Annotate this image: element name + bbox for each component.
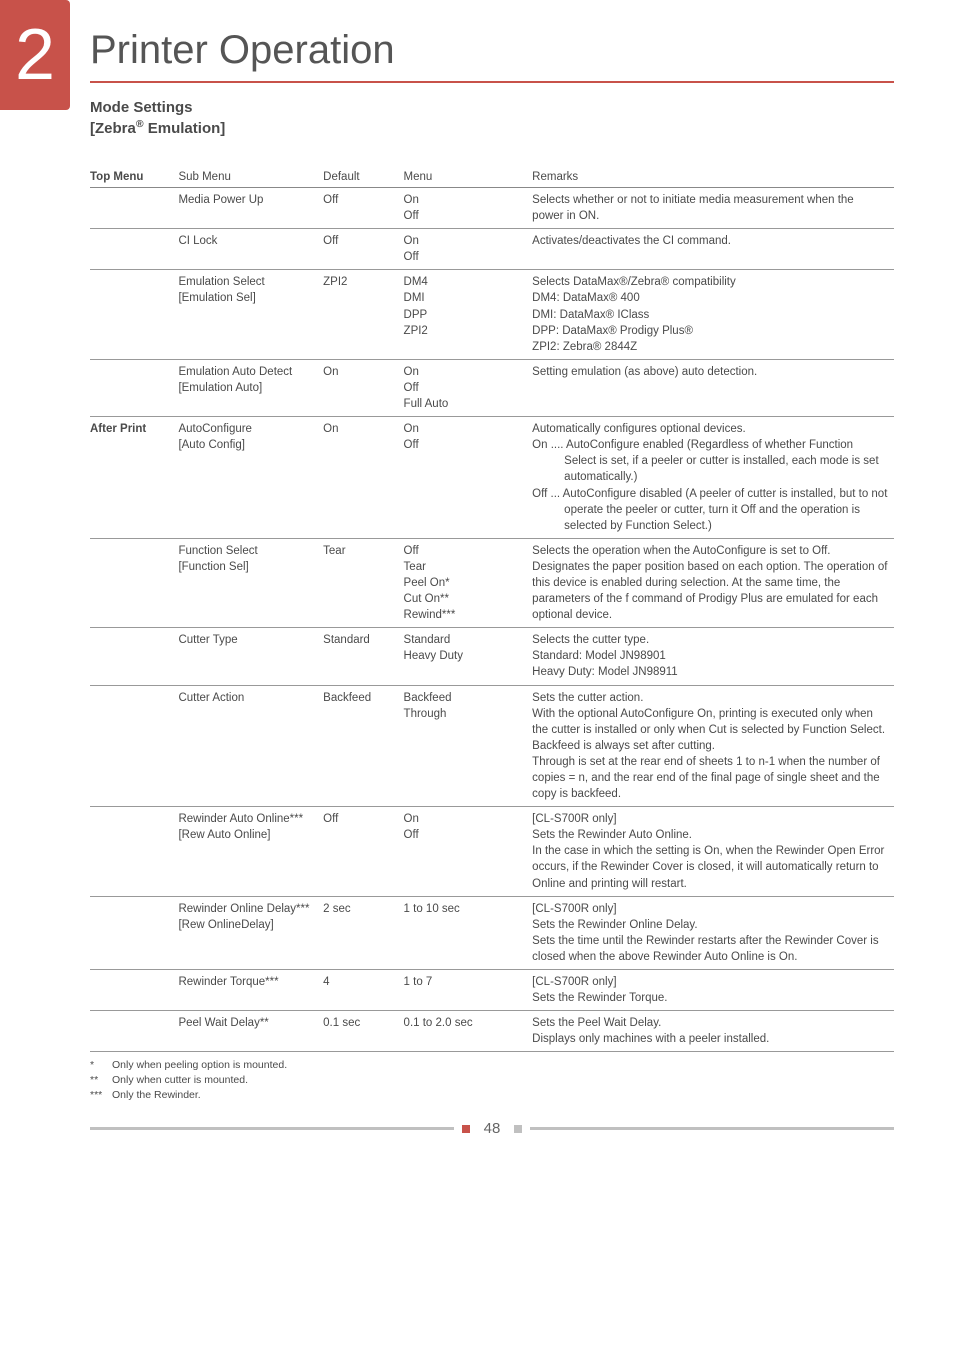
cell-sub-menu: Rewinder Online Delay***[Rew OnlineDelay… — [178, 896, 323, 969]
table-row: CI LockOffOnOffActivates/deactivates the… — [90, 229, 894, 270]
header-menu: Menu — [404, 167, 533, 188]
cell-top-menu — [90, 970, 178, 1011]
cell-menu: 1 to 7 — [404, 970, 533, 1011]
cell-menu: OnOff — [404, 229, 533, 270]
footnote-line: **Only when cutter is mounted. — [90, 1073, 894, 1088]
header-sub-menu: Sub Menu — [178, 167, 323, 188]
cell-remarks: Sets the Peel Wait Delay.Displays only m… — [532, 1011, 894, 1052]
table-row: Emulation Auto Detect[Emulation Auto]OnO… — [90, 359, 894, 416]
cell-menu: OnOff — [404, 417, 533, 539]
cell-remarks: Selects whether or not to initiate media… — [532, 188, 894, 229]
footnote-line: *Only when peeling option is mounted. — [90, 1058, 894, 1073]
cell-default: Backfeed — [323, 685, 403, 807]
cell-top-menu — [90, 807, 178, 896]
chapter-number-badge: 2 — [0, 0, 70, 110]
cell-menu: DM4DMIDPPZPI2 — [404, 270, 533, 359]
cell-menu: OnOff — [404, 188, 533, 229]
cell-default: Off — [323, 188, 403, 229]
cell-remarks: [CL-S700R only]Sets the Rewinder Torque. — [532, 970, 894, 1011]
header-top-menu: Top Menu — [90, 167, 178, 188]
cell-remarks: Sets the cutter action.With the optional… — [532, 685, 894, 807]
cell-default: Tear — [323, 538, 403, 627]
table-row: Peel Wait Delay**0.1 sec0.1 to 2.0 secSe… — [90, 1011, 894, 1052]
cell-remarks: [CL-S700R only]Sets the Rewinder Online … — [532, 896, 894, 969]
cell-menu: 0.1 to 2.0 sec — [404, 1011, 533, 1052]
cell-top-menu — [90, 188, 178, 229]
cell-remarks: Activates/deactivates the CI command. — [532, 229, 894, 270]
cell-default: On — [323, 359, 403, 416]
table-row: Rewinder Torque***41 to 7[CL-S700R only]… — [90, 970, 894, 1011]
cell-remarks: [CL-S700R only]Sets the Rewinder Auto On… — [532, 807, 894, 896]
cell-default: Off — [323, 807, 403, 896]
header-default: Default — [323, 167, 403, 188]
cell-menu: OnOff — [404, 807, 533, 896]
cell-remarks: Setting emulation (as above) auto detect… — [532, 359, 894, 416]
cell-sub-menu: Media Power Up — [178, 188, 323, 229]
cell-sub-menu: Cutter Action — [178, 685, 323, 807]
cell-top-menu — [90, 685, 178, 807]
cell-remarks: Selects DataMax®/Zebra® compatibilityDM4… — [532, 270, 894, 359]
cell-top-menu — [90, 538, 178, 627]
cell-remarks: Automatically configures optional device… — [532, 417, 894, 539]
table-row: Cutter ActionBackfeedBackfeedThroughSets… — [90, 685, 894, 807]
cell-top-menu: After Print — [90, 417, 178, 539]
header-remarks: Remarks — [532, 167, 894, 188]
section-title: Mode Settings — [90, 99, 894, 116]
cell-remarks: Selects the operation when the AutoConfi… — [532, 538, 894, 627]
cell-top-menu — [90, 359, 178, 416]
footnotes: *Only when peeling option is mounted.**O… — [90, 1058, 894, 1102]
cell-top-menu — [90, 229, 178, 270]
cell-menu: OffTearPeel On*Cut On**Rewind*** — [404, 538, 533, 627]
page-footer: 48 — [90, 1120, 894, 1137]
cell-default: 2 sec — [323, 896, 403, 969]
cell-menu: BackfeedThrough — [404, 685, 533, 807]
cell-top-menu — [90, 896, 178, 969]
cell-remarks: Selects the cutter type.Standard: Model … — [532, 628, 894, 685]
cell-menu: 1 to 10 sec — [404, 896, 533, 969]
cell-sub-menu: Function Select[Function Sel] — [178, 538, 323, 627]
cell-sub-menu: Peel Wait Delay** — [178, 1011, 323, 1052]
cell-sub-menu: Emulation Select[Emulation Sel] — [178, 270, 323, 359]
cell-menu: OnOffFull Auto — [404, 359, 533, 416]
table-row: Cutter TypeStandardStandardHeavy DutySel… — [90, 628, 894, 685]
cell-sub-menu: Cutter Type — [178, 628, 323, 685]
chapter-title: Printer Operation — [90, 0, 894, 83]
cell-top-menu — [90, 628, 178, 685]
table-row: Media Power UpOffOnOffSelects whether or… — [90, 188, 894, 229]
table-row: Emulation Select[Emulation Sel]ZPI2DM4DM… — [90, 270, 894, 359]
cell-sub-menu: Rewinder Torque*** — [178, 970, 323, 1011]
footnote-line: ***Only the Rewinder. — [90, 1088, 894, 1103]
section-subtitle: [Zebra® Emulation] — [90, 118, 894, 137]
cell-top-menu — [90, 1011, 178, 1052]
cell-default: 4 — [323, 970, 403, 1011]
cell-sub-menu: CI Lock — [178, 229, 323, 270]
cell-sub-menu: AutoConfigure[Auto Config] — [178, 417, 323, 539]
cell-default: Standard — [323, 628, 403, 685]
cell-sub-menu: Rewinder Auto Online***[Rew Auto Online] — [178, 807, 323, 896]
cell-default: On — [323, 417, 403, 539]
settings-table: Top Menu Sub Menu Default Menu Remarks M… — [90, 167, 894, 1052]
table-row: Rewinder Auto Online***[Rew Auto Online]… — [90, 807, 894, 896]
cell-default: 0.1 sec — [323, 1011, 403, 1052]
cell-menu: StandardHeavy Duty — [404, 628, 533, 685]
page-number: 48 — [478, 1120, 507, 1137]
cell-default: Off — [323, 229, 403, 270]
table-row: Rewinder Online Delay***[Rew OnlineDelay… — [90, 896, 894, 969]
cell-top-menu — [90, 270, 178, 359]
cell-default: ZPI2 — [323, 270, 403, 359]
table-row: After PrintAutoConfigure[Auto Config]OnO… — [90, 417, 894, 539]
cell-sub-menu: Emulation Auto Detect[Emulation Auto] — [178, 359, 323, 416]
table-row: Function Select[Function Sel]TearOffTear… — [90, 538, 894, 627]
